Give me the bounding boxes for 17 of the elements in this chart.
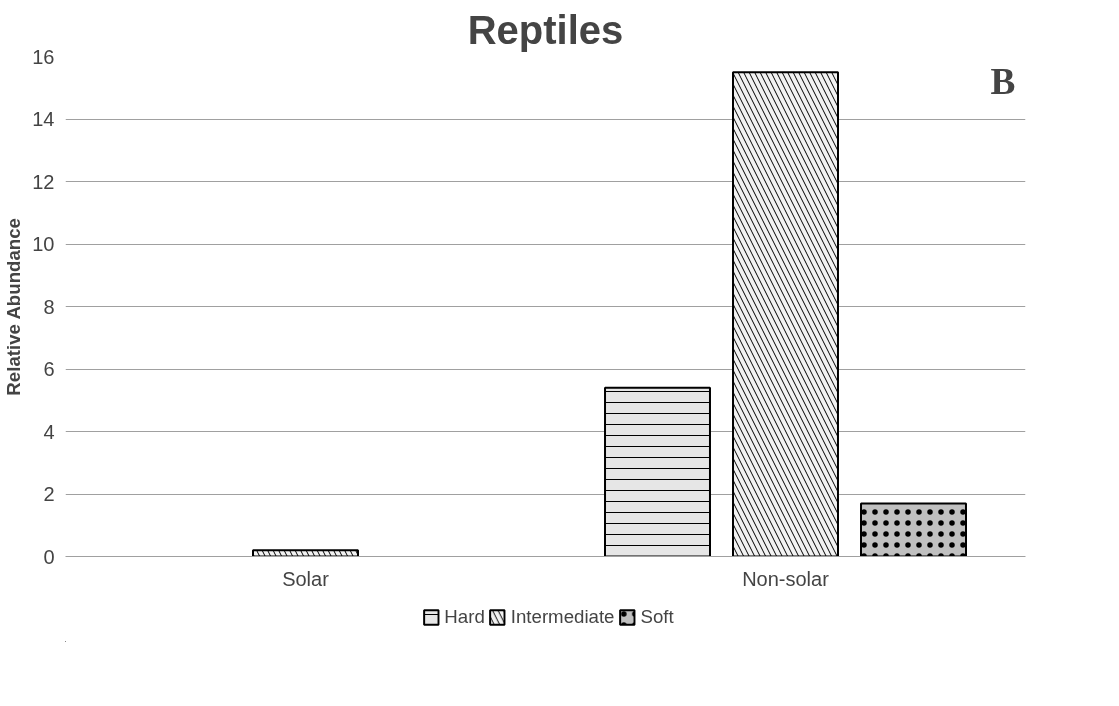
y-tick-label: 0 bbox=[43, 545, 55, 568]
legend-label: Soft bbox=[640, 606, 674, 628]
legend-label: Hard bbox=[444, 606, 485, 628]
chart-title: Reptiles bbox=[467, 7, 624, 52]
y-tick-label: 6 bbox=[43, 358, 55, 380]
y-axis-title: Relative Abundance bbox=[3, 218, 25, 396]
y-tick-label: 4 bbox=[43, 420, 55, 443]
annotation: B bbox=[990, 60, 1016, 102]
x-tick-label: Solar bbox=[282, 567, 330, 590]
y-tick-label: 8 bbox=[43, 295, 55, 318]
y-tick-label: 2 bbox=[43, 483, 55, 505]
y-tick-label: 16 bbox=[32, 45, 55, 68]
y-tick-label: 14 bbox=[32, 108, 55, 130]
x-tick-label: Non-solar bbox=[742, 567, 830, 590]
y-tick-label: 10 bbox=[32, 233, 55, 255]
y-tick-label: 12 bbox=[32, 170, 55, 193]
legend-label: Intermediate bbox=[510, 606, 615, 628]
